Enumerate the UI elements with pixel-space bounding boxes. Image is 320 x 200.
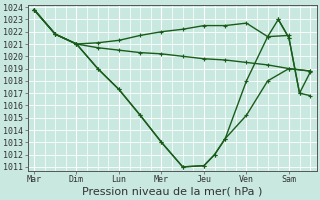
X-axis label: Pression niveau de la mer( hPa ): Pression niveau de la mer( hPa ) (82, 187, 262, 197)
